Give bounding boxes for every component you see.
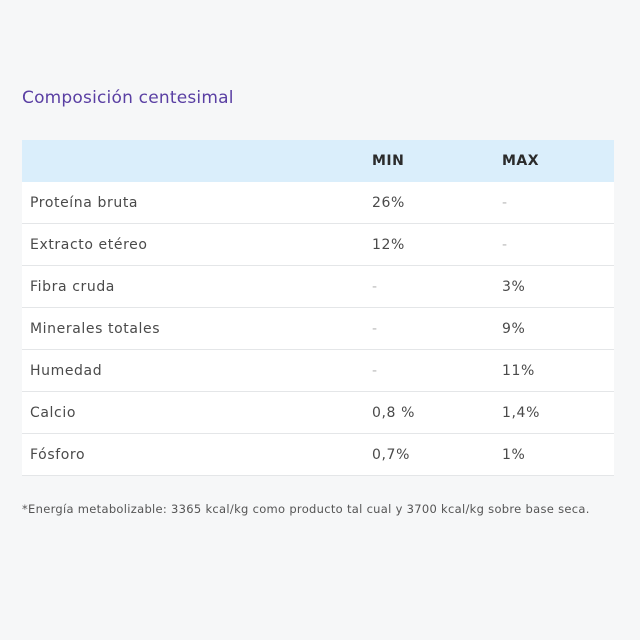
header-min: MIN <box>372 153 405 169</box>
row-min-value: - <box>372 362 378 379</box>
table-row: Calcio 0,8 % 1,4% <box>22 392 614 434</box>
table-row: Minerales totales - 9% <box>22 308 614 350</box>
header-max: MAX <box>502 153 540 169</box>
energy-footnote: *Energía metabolizable: 3365 kcal/kg com… <box>22 502 590 516</box>
row-max-value: - <box>502 236 508 253</box>
composition-section: Composición centesimal MIN MAX Proteína … <box>22 84 614 522</box>
row-max-value: 3% <box>502 278 526 295</box>
row-max-value: 1% <box>502 446 526 463</box>
row-min-value: 0,8 % <box>372 404 416 421</box>
row-min-value: 0,7% <box>372 446 410 463</box>
row-max-value: 9% <box>502 320 526 337</box>
table-row: Proteína bruta 26% - <box>22 182 614 224</box>
table-row: Fósforo 0,7% 1% <box>22 434 614 476</box>
table-row: Fibra cruda - 3% <box>22 266 614 308</box>
row-nutrient-name: Proteína bruta <box>30 194 139 211</box>
row-nutrient-name: Fósforo <box>30 446 86 463</box>
row-nutrient-name: Fibra cruda <box>30 278 115 295</box>
table-header: MIN MAX <box>22 140 614 182</box>
row-nutrient-name: Humedad <box>30 362 103 379</box>
row-nutrient-name: Calcio <box>30 404 76 421</box>
row-nutrient-name: Minerales totales <box>30 320 161 337</box>
row-min-value: 12% <box>372 236 405 253</box>
row-min-value: 26% <box>372 194 405 211</box>
row-min-value: - <box>372 320 378 337</box>
row-nutrient-name: Extracto etéreo <box>30 236 148 253</box>
row-max-value: 11% <box>502 362 535 379</box>
row-min-value: - <box>372 278 378 295</box>
table-row: Extracto etéreo 12% - <box>22 224 614 266</box>
composition-table: MIN MAX Proteína bruta 26% - Extracto et… <box>22 140 614 476</box>
row-max-value: 1,4% <box>502 404 540 421</box>
table-row: Humedad - 11% <box>22 350 614 392</box>
row-max-value: - <box>502 194 508 211</box>
section-title: Composición centesimal <box>22 88 234 108</box>
